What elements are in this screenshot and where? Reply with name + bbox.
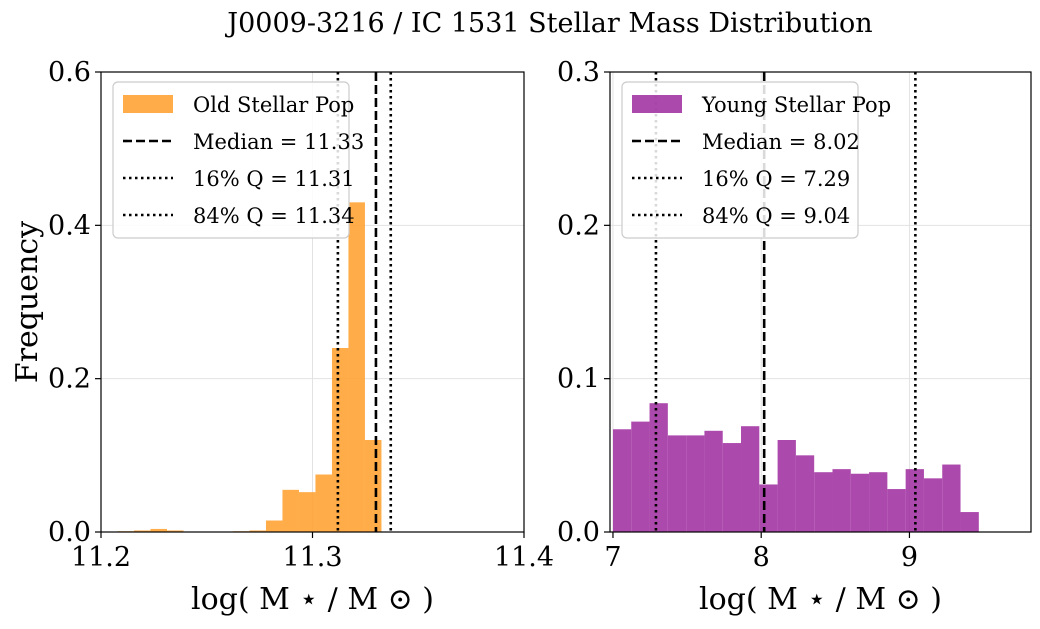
y-tick-label: 0.6	[48, 57, 91, 88]
histogram-bar	[265, 520, 283, 532]
y-tick-label: 0.3	[557, 57, 600, 88]
legend-label: 84% Q = 9.04	[702, 204, 850, 228]
figure-title: J0009-3216 / IC 1531 Stellar Mass Distri…	[224, 8, 872, 39]
histogram-bar	[282, 489, 299, 532]
histogram-bar	[649, 403, 668, 532]
legend-label: Median = 11.33	[193, 130, 364, 154]
old-pop-panel: 11.2 11.3 11.4 0.0 0.2 0.4 0.6 log( M ⋆ / M ⊙ )…	[10, 57, 554, 617]
histogram-bar	[923, 478, 943, 532]
histogram-bar	[741, 426, 760, 532]
histogram-bar	[942, 464, 961, 532]
histogram-bar	[150, 528, 167, 532]
histogram-bar	[686, 435, 705, 532]
x-tick-label: 11.3	[282, 542, 342, 573]
histogram-bar	[850, 473, 870, 532]
x-tick-label: 7	[604, 542, 621, 573]
x-tick-label: 11.2	[71, 542, 131, 573]
histogram-bar	[298, 492, 316, 532]
x-tick-label: 11.4	[494, 542, 554, 573]
histogram-bar	[795, 455, 815, 532]
legend: Young Stellar Pop Median = 8.02 16% Q = 7.…	[621, 81, 891, 239]
histogram-bar	[832, 469, 851, 532]
x-tick-label: 8	[753, 542, 770, 573]
histogram-bar	[777, 440, 796, 532]
legend-label: 16% Q = 11.31	[193, 167, 355, 191]
histogram-bar	[722, 443, 742, 532]
y-axis-label: Frequency	[10, 221, 45, 383]
young-pop-panel: 7 8 9 0.0 0.1 0.2 0.3 log( M ⋆ / M ⊙ ) Young Ste…	[557, 57, 1032, 617]
histogram-bar	[166, 530, 184, 532]
histogram-bar	[364, 440, 382, 532]
y-tick-label: 0.4	[48, 210, 91, 241]
histogram-bar	[315, 474, 332, 532]
x-axis-label: log( M ⋆ / M ⊙ )	[191, 582, 434, 617]
histogram-bar	[612, 429, 632, 532]
histogram-bar	[704, 430, 723, 532]
histogram-bar	[667, 435, 687, 532]
y-tick-label: 0.0	[557, 517, 600, 548]
legend-label: Median = 8.02	[702, 130, 860, 154]
legend-swatch	[632, 95, 682, 113]
histogram-bar	[249, 530, 266, 532]
legend-swatch	[123, 95, 173, 113]
y-tick-label: 0.1	[557, 364, 600, 395]
histogram-bar	[631, 421, 650, 532]
histogram-bar	[331, 348, 349, 532]
y-tick-label: 0.2	[557, 210, 600, 241]
legend-label: Young Stellar Pop	[701, 93, 891, 117]
histogram-bar	[814, 472, 833, 532]
histogram-bar	[348, 202, 365, 533]
y-tick-label: 0.2	[48, 364, 91, 395]
histogram-bar	[905, 469, 924, 532]
plot-frame	[609, 71, 1032, 533]
legend-box	[112, 81, 350, 239]
histogram-bar	[133, 530, 151, 532]
histogram-bar	[869, 472, 888, 532]
x-tick-label: 9	[901, 542, 918, 573]
y-tick-label: 0.0	[48, 517, 91, 548]
legend-label: Old Stellar Pop	[193, 93, 354, 117]
histogram-bar	[960, 512, 979, 532]
histogram-bar	[759, 484, 778, 532]
legend-label: 16% Q = 7.29	[702, 167, 850, 191]
x-axis-label: log( M ⋆ / M ⊙ )	[699, 582, 942, 617]
legend-box	[621, 81, 859, 239]
legend: Old Stellar Pop Median = 11.33 16% Q = 11.…	[112, 81, 364, 239]
histogram-bar	[887, 489, 906, 532]
legend-label: 84% Q = 11.34	[193, 204, 355, 228]
